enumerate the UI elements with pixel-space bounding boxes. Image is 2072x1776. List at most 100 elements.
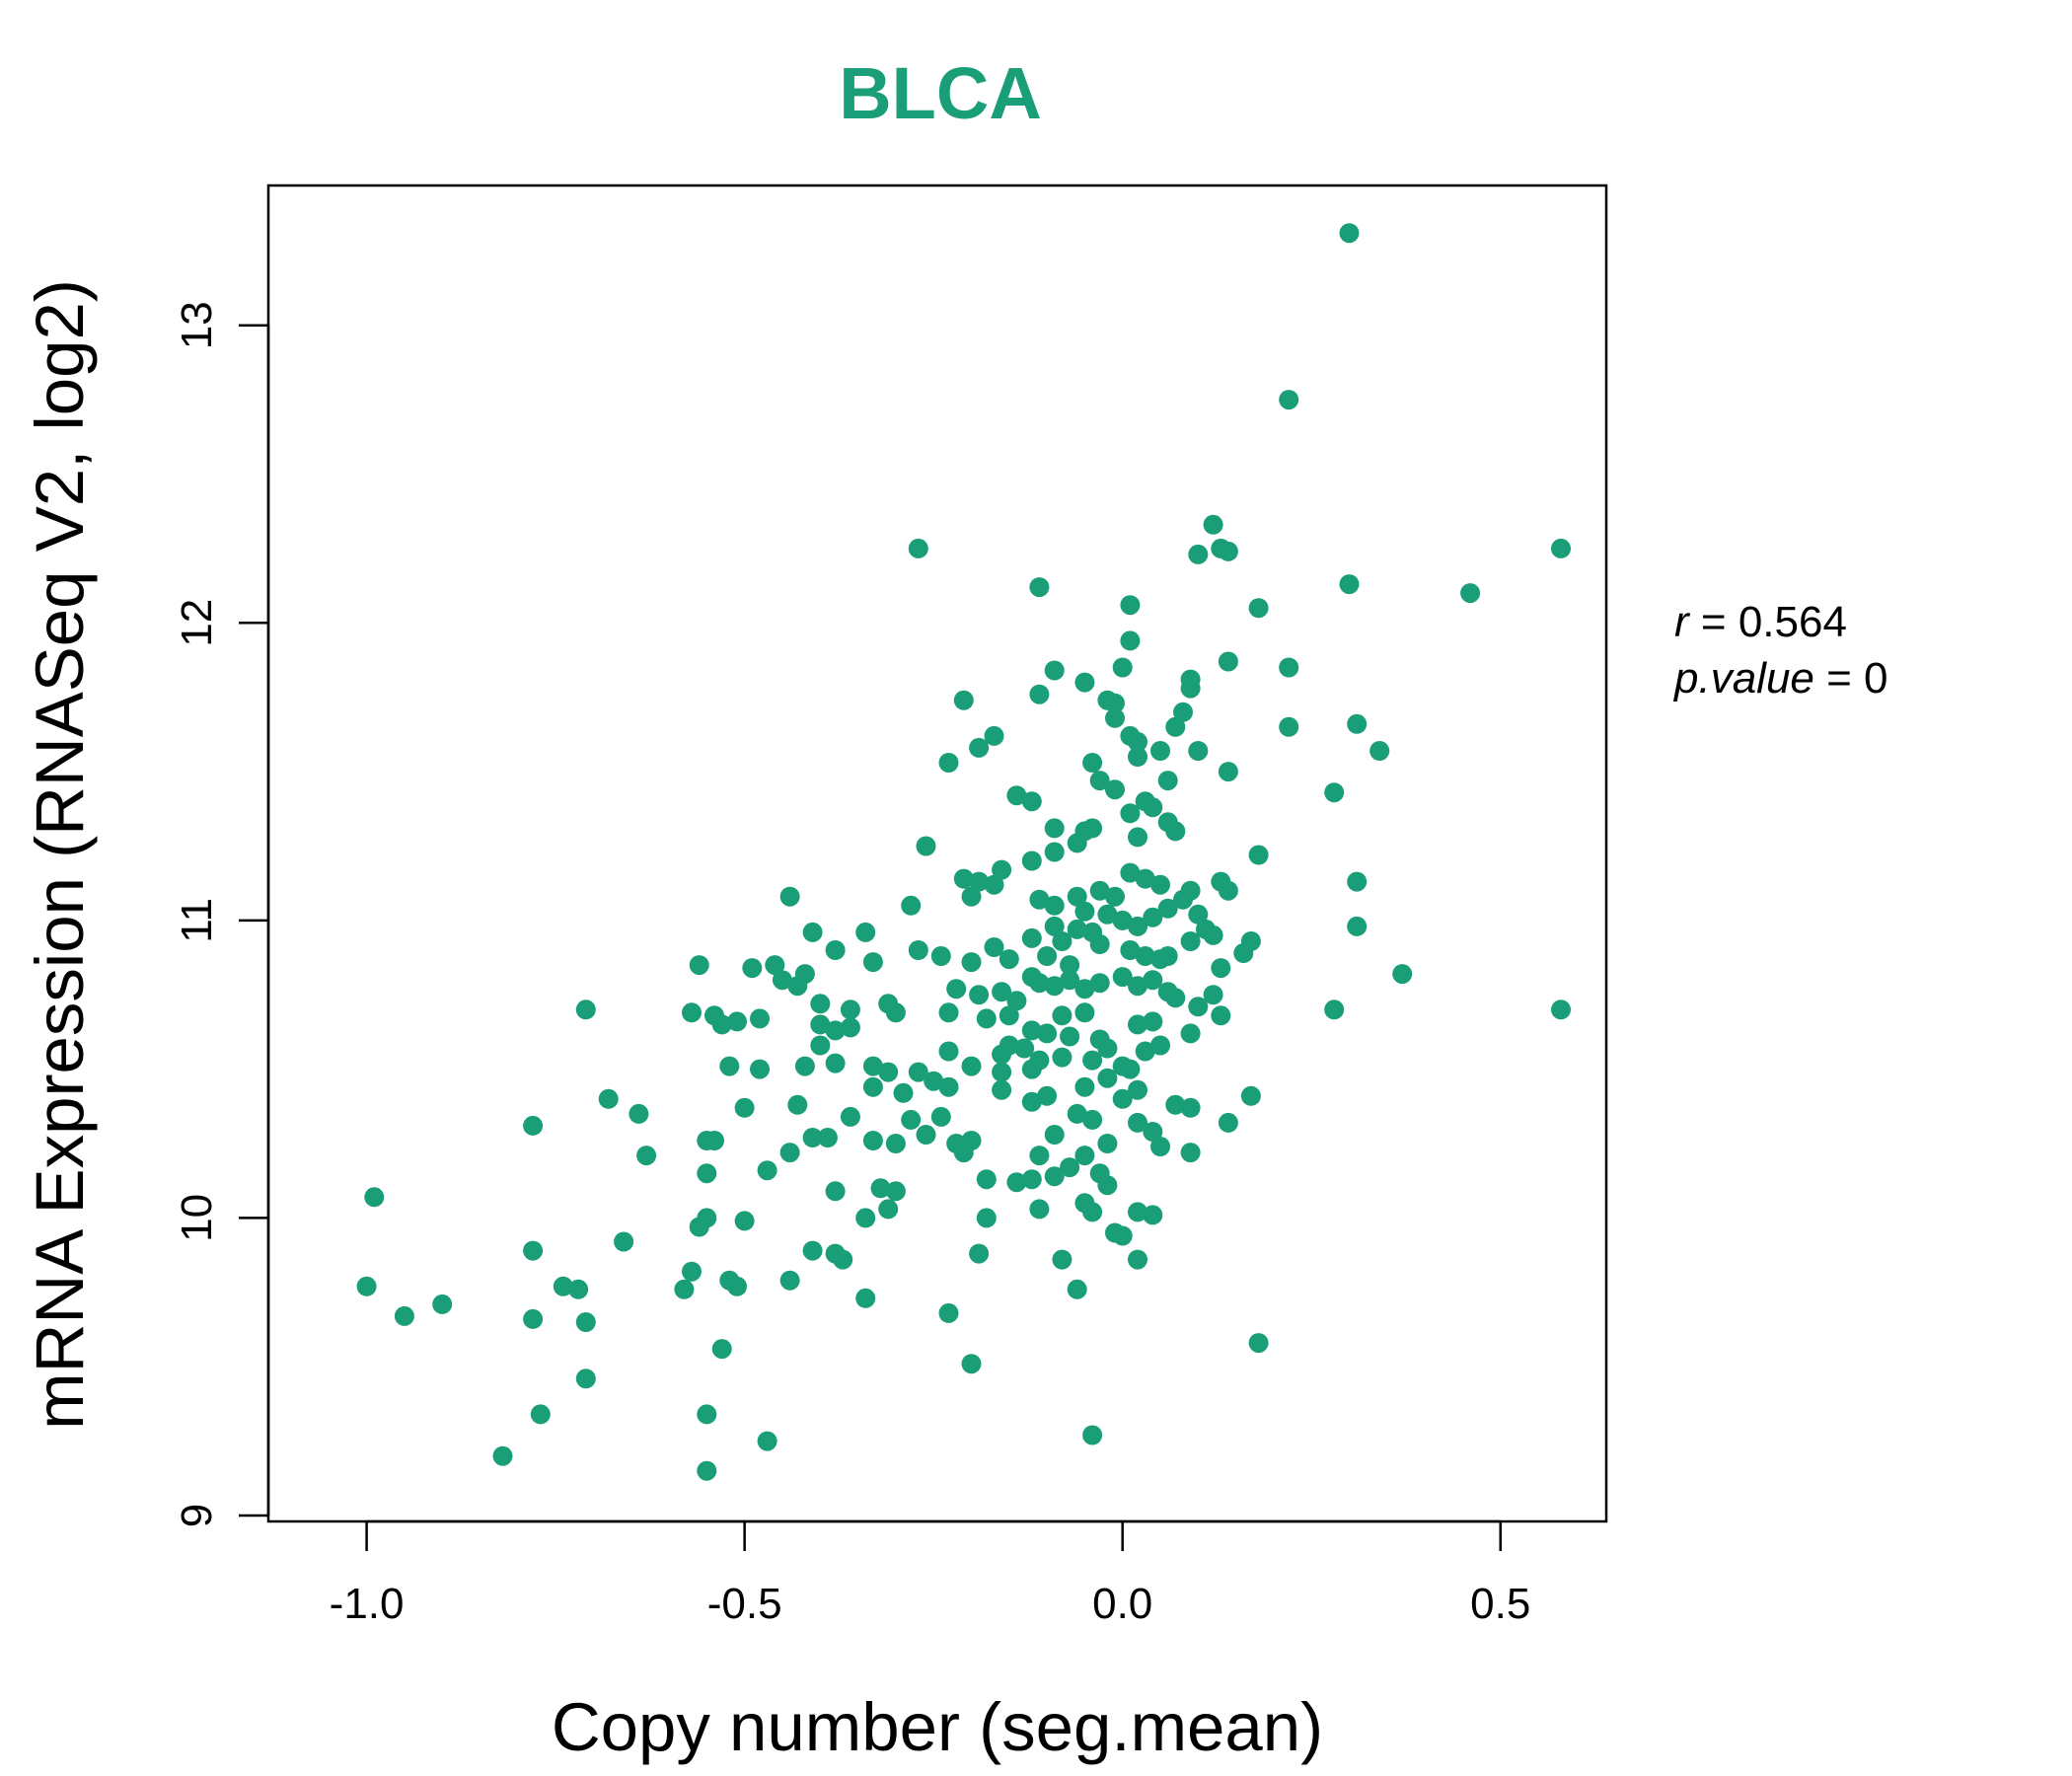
data-point	[1006, 785, 1027, 806]
data-point	[689, 1217, 709, 1237]
y-tick-label: 11	[173, 898, 221, 943]
data-point	[523, 1115, 544, 1136]
data-point	[961, 1354, 982, 1374]
plot-area-frame	[266, 184, 1608, 1523]
data-point	[1097, 1068, 1118, 1088]
data-point	[976, 1169, 997, 1190]
data-point	[734, 1211, 755, 1231]
data-point	[1143, 1205, 1163, 1225]
data-point	[1143, 1011, 1163, 1032]
chart-title: BLCA	[839, 52, 1042, 134]
data-point	[953, 690, 974, 710]
data-point	[1369, 741, 1390, 761]
data-point	[992, 1044, 1012, 1065]
data-point	[862, 1131, 883, 1150]
data-point	[1112, 1225, 1133, 1246]
data-point	[1128, 1249, 1147, 1270]
data-point	[1188, 997, 1209, 1017]
data-point	[787, 976, 808, 997]
data-points	[356, 223, 1571, 1481]
data-point	[727, 1011, 747, 1032]
data-point	[976, 1208, 997, 1228]
data-point	[1218, 651, 1238, 672]
data-point	[1551, 999, 1571, 1020]
data-point	[938, 1302, 959, 1323]
data-point	[1120, 595, 1141, 616]
data-point	[1128, 827, 1147, 848]
data-point	[885, 1002, 906, 1023]
data-point	[711, 1339, 732, 1360]
data-point	[802, 1240, 823, 1261]
data-point	[1128, 731, 1147, 752]
data-point	[1173, 889, 1193, 910]
data-point	[1460, 583, 1481, 604]
data-point	[1060, 1157, 1080, 1178]
data-point	[1551, 538, 1571, 558]
data-point	[1082, 1425, 1103, 1445]
data-point	[1150, 1035, 1170, 1056]
data-point	[636, 1146, 657, 1166]
data-point	[719, 1056, 740, 1076]
data-point	[432, 1294, 453, 1314]
data-point	[1044, 1166, 1065, 1187]
data-point	[734, 1097, 755, 1118]
data-point	[908, 538, 928, 558]
y-tick-label: 13	[173, 301, 221, 349]
x-tick-label: -1.0	[330, 1580, 405, 1628]
data-point	[999, 1005, 1019, 1026]
data-point	[1180, 1023, 1201, 1044]
data-point	[779, 886, 800, 907]
data-point	[810, 1014, 831, 1035]
data-point	[893, 1082, 914, 1103]
data-point	[1044, 660, 1065, 681]
data-point	[598, 1088, 619, 1109]
data-point	[1052, 1047, 1073, 1068]
data-point	[568, 1279, 589, 1299]
data-point	[674, 1279, 695, 1299]
data-point	[1120, 803, 1141, 824]
data-point	[855, 922, 876, 942]
data-point	[1180, 678, 1201, 699]
data-point	[711, 1014, 732, 1035]
data-point	[492, 1445, 513, 1466]
data-point	[1021, 1020, 1042, 1041]
data-point	[825, 1053, 846, 1073]
data-point	[1029, 1146, 1050, 1166]
data-point	[825, 1020, 846, 1041]
data-point	[356, 1276, 377, 1296]
data-point	[1128, 1079, 1147, 1100]
data-point	[1279, 716, 1299, 737]
data-point	[682, 1002, 702, 1023]
data-point	[1150, 1137, 1170, 1156]
data-point	[689, 955, 709, 976]
data-point	[938, 1076, 959, 1097]
data-point	[765, 955, 785, 976]
data-point	[825, 1181, 846, 1202]
data-point	[1089, 771, 1110, 791]
data-point	[1044, 916, 1065, 936]
data-point	[1347, 871, 1368, 892]
data-point	[908, 940, 928, 960]
data-point	[1105, 707, 1125, 728]
data-point	[1324, 782, 1345, 803]
data-point	[802, 1128, 823, 1147]
data-point	[1248, 845, 1269, 865]
data-point	[1203, 514, 1223, 535]
data-point	[953, 868, 974, 889]
data-point	[697, 1460, 717, 1481]
data-point	[840, 1106, 860, 1127]
data-point	[984, 937, 1004, 957]
data-point	[1150, 741, 1170, 761]
data-point	[878, 1199, 899, 1220]
data-point	[878, 1062, 899, 1082]
data-point	[855, 1208, 876, 1228]
data-point	[1128, 976, 1147, 997]
data-point	[787, 1094, 808, 1115]
data-point	[1165, 716, 1186, 737]
data-point	[1203, 985, 1223, 1005]
data-point	[930, 946, 951, 966]
data-point	[825, 940, 846, 960]
data-point	[1037, 1085, 1058, 1106]
data-point	[1233, 943, 1254, 963]
data-point	[969, 1243, 990, 1264]
